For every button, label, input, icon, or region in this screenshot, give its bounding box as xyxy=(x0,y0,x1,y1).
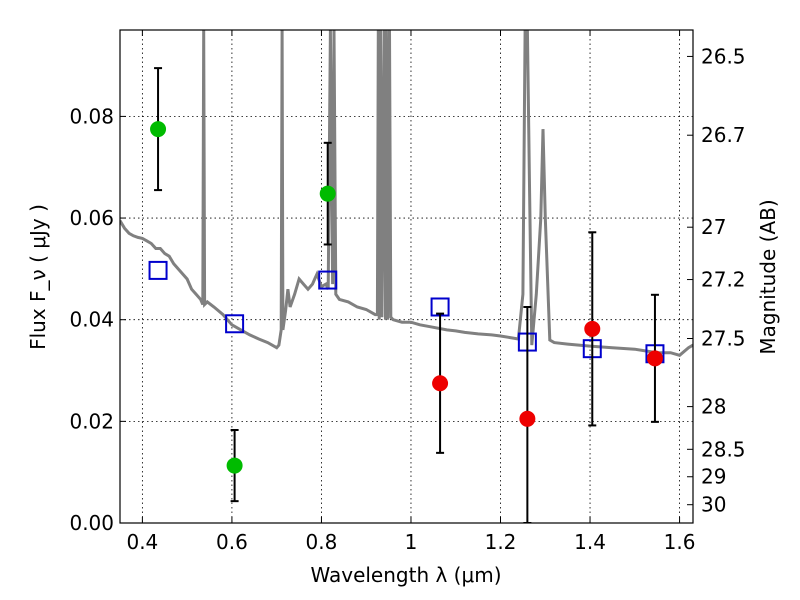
model-band-square xyxy=(225,314,245,334)
plot-frame xyxy=(119,29,694,524)
x-tick-label: 0.8 xyxy=(306,530,338,554)
right-tick-label: 26.7 xyxy=(701,123,746,147)
low-sn-point xyxy=(584,320,601,337)
y-tick-label: 0.02 xyxy=(69,409,114,433)
right-tick-label: 27.2 xyxy=(701,268,746,292)
right-tick-label: 30 xyxy=(701,493,726,517)
right-axis-title: Magnitude (AB) xyxy=(756,199,780,354)
tick-layer xyxy=(120,30,693,524)
right-tick-label: 26.5 xyxy=(701,44,746,68)
x-tick-label: 1.6 xyxy=(664,530,696,554)
grid-layer xyxy=(120,30,693,524)
right-tick-label: 28.5 xyxy=(701,437,746,461)
x-tick-label: 1.2 xyxy=(485,530,517,554)
plot-area xyxy=(120,30,693,523)
y-tick-label: 0.04 xyxy=(69,308,114,332)
model-sed-line xyxy=(120,30,693,357)
x-axis-title: Wavelength λ (μm) xyxy=(310,563,501,587)
right-tick-label: 27.5 xyxy=(701,327,746,351)
marker-layer xyxy=(148,67,665,523)
right-tick-label: 28 xyxy=(701,395,726,419)
low-sn-point xyxy=(646,350,663,367)
right-tick-label: 29 xyxy=(701,465,726,489)
y-tick-label: 0.06 xyxy=(69,206,114,230)
low-sn-point xyxy=(432,375,449,392)
y-tick-label: 0.00 xyxy=(69,511,114,535)
x-tick-label: 0.4 xyxy=(126,530,158,554)
label-layer: 0.4 0.6 0.8 1 1.2 1.4 1.6 0.00 0.02 0.04 0.06 0.08 2… xyxy=(69,44,745,554)
y-tick-label: 0.08 xyxy=(69,104,114,128)
low-sn-point xyxy=(519,410,536,427)
x-tick-label: 1.4 xyxy=(574,530,606,554)
detection-point xyxy=(150,121,167,138)
right-tick-label: 27 xyxy=(701,215,726,239)
detection-point xyxy=(226,457,243,474)
y-axis-title: Flux F_ν ( μJy ) xyxy=(26,204,50,350)
x-tick-label: 1 xyxy=(405,530,418,554)
x-tick-label: 0.6 xyxy=(216,530,248,554)
detection-point xyxy=(319,185,336,202)
model-band-square xyxy=(148,260,168,280)
model-band-square xyxy=(318,270,338,290)
